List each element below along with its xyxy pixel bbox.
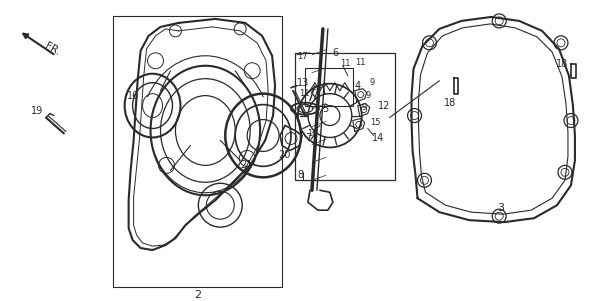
Text: 13: 13: [297, 78, 309, 88]
Text: 11: 11: [340, 59, 350, 68]
Text: 17: 17: [297, 52, 307, 61]
Text: 11: 11: [355, 58, 365, 67]
Text: 21: 21: [240, 160, 253, 170]
Text: 9: 9: [366, 91, 371, 100]
Text: 20: 20: [278, 150, 290, 160]
Text: 9: 9: [370, 78, 375, 87]
Text: 5: 5: [322, 104, 328, 113]
Text: 11: 11: [299, 89, 310, 98]
Bar: [113, 16, 282, 287]
Text: 12: 12: [378, 101, 390, 110]
Text: 10: 10: [307, 129, 317, 138]
Text: 18: 18: [556, 59, 568, 69]
Bar: [295, 53, 395, 180]
Text: 16: 16: [127, 91, 139, 101]
Text: FR.: FR.: [43, 41, 62, 57]
Text: 14: 14: [372, 133, 384, 144]
Text: 6: 6: [333, 48, 339, 58]
Text: 2: 2: [194, 290, 201, 300]
Text: 7: 7: [305, 133, 311, 144]
Text: 19: 19: [31, 106, 43, 116]
Text: 9: 9: [362, 103, 367, 112]
Bar: [305, 68, 353, 106]
Text: 15: 15: [370, 118, 380, 127]
Text: 3: 3: [497, 203, 504, 213]
Text: 18: 18: [444, 98, 457, 107]
Text: 8: 8: [297, 170, 303, 180]
Text: 4: 4: [355, 81, 361, 91]
